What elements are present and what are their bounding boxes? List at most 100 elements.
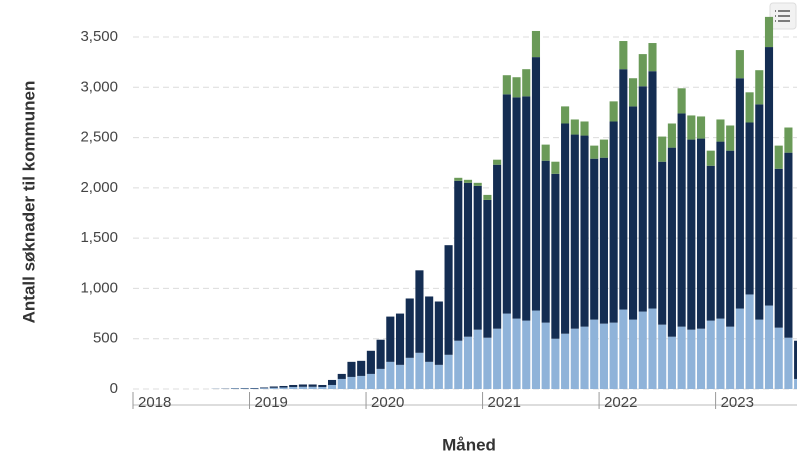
bar-segment <box>561 333 570 389</box>
menu-button[interactable] <box>769 2 797 30</box>
bar-segment <box>240 388 249 389</box>
bar-segment <box>347 376 356 389</box>
bar-segment <box>405 357 414 389</box>
bar-segment <box>230 388 240 389</box>
bar-segment <box>473 329 482 389</box>
bar-segment <box>696 116 706 139</box>
bar-segment <box>667 123 676 148</box>
bar-segment <box>444 354 453 389</box>
bar-segment <box>454 180 463 341</box>
bar-segment <box>794 340 797 379</box>
bar-segment <box>531 57 541 311</box>
bar-segment <box>463 182 473 337</box>
bar-segment <box>629 78 638 107</box>
bar-segment <box>502 313 511 389</box>
bar-segment <box>677 113 686 327</box>
bar-segment <box>473 182 482 186</box>
bar-segment <box>512 318 521 389</box>
bar-segment <box>609 322 618 389</box>
y-tick-label: 0 <box>110 380 118 397</box>
y-axis-title: Antall søknader til kommunen <box>19 81 38 324</box>
x-tick-label: 2023 <box>721 394 754 411</box>
bar-segment <box>444 245 453 355</box>
x-axis-title: Måned <box>442 435 496 454</box>
bar-segment <box>269 386 278 388</box>
bar-segment <box>318 384 327 387</box>
bar-segment <box>658 324 667 389</box>
bar-segment <box>687 139 696 330</box>
bar-segment <box>493 164 502 329</box>
y-tick-label: 3,000 <box>80 78 118 95</box>
bar-segment <box>784 337 793 389</box>
bar-segment <box>590 145 599 159</box>
bar-segment <box>745 122 754 295</box>
bar-segment <box>619 69 628 310</box>
bar-segment <box>599 139 608 158</box>
x-tick-label: 2018 <box>138 394 171 411</box>
bar-segment <box>726 326 735 389</box>
bar-segment <box>250 388 259 389</box>
bar-segment <box>395 364 405 389</box>
bar-segment <box>580 135 589 327</box>
bar-segment <box>376 368 385 389</box>
bar-segment <box>289 386 298 389</box>
bar-segment <box>794 378 797 389</box>
bar-segment <box>629 319 638 389</box>
bar-segment <box>454 340 463 389</box>
bar-segment <box>696 138 706 329</box>
bar-segment <box>716 141 725 319</box>
bar-segment <box>774 327 783 389</box>
bar-segment <box>298 384 307 387</box>
bar-segment <box>677 88 686 114</box>
bar-segment <box>493 159 502 165</box>
bar-segment <box>395 313 405 365</box>
bar-segment <box>755 319 764 389</box>
bar-segment <box>755 104 764 320</box>
menu-icon[interactable] <box>775 10 790 22</box>
bar-segment <box>726 125 735 151</box>
bar-segment <box>502 75 511 95</box>
bar-segment <box>735 50 744 79</box>
bar-segment <box>638 86 647 312</box>
bar-segment <box>483 337 492 389</box>
bar-segment <box>648 308 657 389</box>
bar-segment <box>599 323 608 389</box>
bar-segment <box>434 364 443 389</box>
bar-segment <box>405 298 414 358</box>
bar-segment <box>298 386 307 389</box>
bar-segment <box>279 385 288 388</box>
bar-segment <box>580 121 589 136</box>
bar-segment <box>386 316 395 362</box>
bar-segment <box>512 77 521 98</box>
bar-segment <box>366 373 375 389</box>
bar-segment <box>580 326 589 389</box>
bar-segment <box>638 54 647 87</box>
bar-segment <box>764 305 774 389</box>
bar-segment <box>619 309 628 389</box>
bar-segment <box>648 71 657 309</box>
bar-segment <box>463 336 473 389</box>
bar-segment <box>551 161 560 174</box>
bar-segment <box>541 144 550 161</box>
bar-segment <box>561 106 570 124</box>
bar-segment <box>599 157 608 324</box>
bar-segment <box>483 194 492 200</box>
bar-segment <box>716 119 725 142</box>
bar-segment <box>260 388 269 389</box>
bar-segment <box>425 296 434 362</box>
bar-segment <box>531 30 541 58</box>
bar-segment <box>764 16 774 48</box>
bar-segment <box>696 328 706 389</box>
bar-segment <box>716 318 725 389</box>
bar-segment <box>764 47 774 306</box>
bar-segment <box>551 173 560 339</box>
bar-segment <box>531 310 541 389</box>
bar-segment <box>279 387 288 389</box>
bar-segment <box>328 384 337 389</box>
bar-segment <box>735 78 744 309</box>
bar-segment <box>512 97 521 319</box>
bar-segment <box>502 94 511 314</box>
bar-segment <box>551 338 560 389</box>
y-tick-label: 2,500 <box>80 129 118 146</box>
